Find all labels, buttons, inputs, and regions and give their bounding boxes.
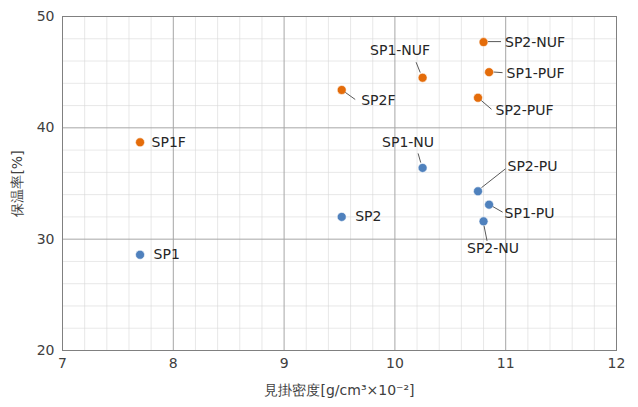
svg-text:SP1F: SP1F bbox=[152, 134, 186, 150]
svg-text:SP2F: SP2F bbox=[361, 92, 395, 108]
svg-text:50: 50 bbox=[37, 8, 55, 24]
svg-text:SP1-NUF: SP1-NUF bbox=[370, 42, 430, 58]
svg-text:SP2-PU: SP2-PU bbox=[508, 158, 558, 174]
svg-text:SP2: SP2 bbox=[355, 208, 381, 224]
svg-text:SP2-NU: SP2-NU bbox=[467, 240, 519, 256]
svg-text:20: 20 bbox=[37, 342, 55, 358]
svg-text:見掛密度[g/cm³×10⁻²]: 見掛密度[g/cm³×10⁻²] bbox=[264, 382, 414, 398]
svg-text:SP1-NU: SP1-NU bbox=[382, 134, 434, 150]
svg-text:40: 40 bbox=[37, 119, 55, 135]
svg-text:10: 10 bbox=[386, 355, 404, 371]
svg-text:7: 7 bbox=[58, 355, 67, 371]
svg-text:9: 9 bbox=[280, 355, 289, 371]
svg-text:11: 11 bbox=[497, 355, 515, 371]
svg-text:SP1: SP1 bbox=[154, 246, 180, 262]
svg-text:SP2-NUF: SP2-NUF bbox=[505, 34, 565, 50]
svg-text:30: 30 bbox=[37, 231, 55, 247]
svg-text:SP1-PUF: SP1-PUF bbox=[507, 65, 565, 81]
svg-text:SP1-PU: SP1-PU bbox=[505, 205, 555, 221]
svg-text:SP2-PUF: SP2-PUF bbox=[496, 102, 554, 118]
svg-text:8: 8 bbox=[169, 355, 178, 371]
svg-text:保温率[%]: 保温率[%] bbox=[9, 150, 25, 216]
svg-text:12: 12 bbox=[608, 355, 626, 371]
